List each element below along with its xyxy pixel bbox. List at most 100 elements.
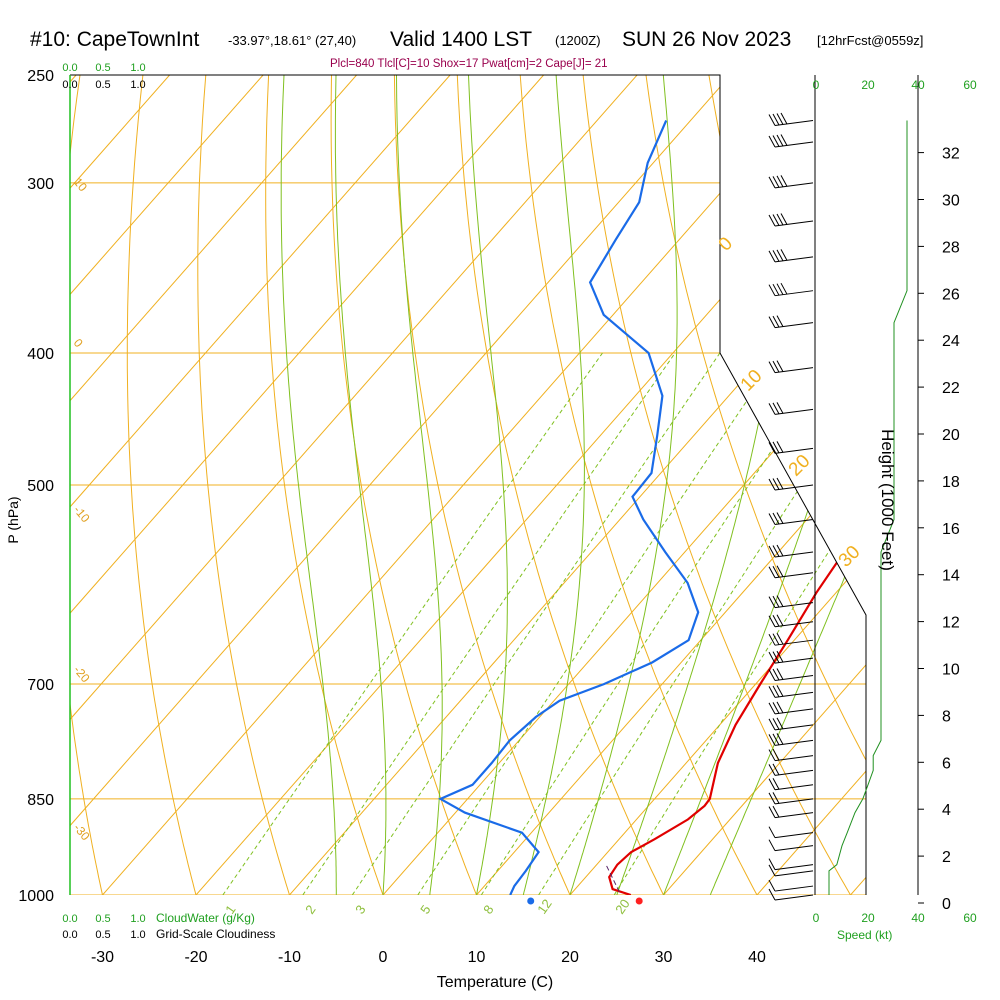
temperature-tick-label: 0 bbox=[379, 949, 388, 966]
wind-barb bbox=[774, 182, 814, 189]
height-tick-label: 28 bbox=[942, 239, 960, 256]
wind-barb-flag bbox=[768, 734, 776, 746]
cloudiness-bottom-tick: 0.5 bbox=[95, 929, 110, 941]
wind-barb-flag bbox=[776, 717, 784, 730]
wind-barb-flag bbox=[768, 792, 776, 805]
temperature-tick-label: -30 bbox=[91, 949, 114, 966]
wind-barb-flag bbox=[772, 135, 780, 147]
wind-barb-flag bbox=[776, 685, 784, 697]
moist-adiabat bbox=[280, 75, 337, 895]
pressure-tick-label: 250 bbox=[27, 68, 54, 85]
temperature-tick-label: -20 bbox=[184, 949, 207, 966]
title-coords: -33.97°,18.61° (27,40) bbox=[228, 33, 357, 48]
dry-adiabat bbox=[330, 75, 489, 895]
wind-barb bbox=[774, 256, 814, 263]
height-tick-label: 10 bbox=[942, 662, 960, 679]
height-tick-label: 22 bbox=[942, 380, 960, 397]
isotherm-line bbox=[70, 75, 731, 895]
mixing-ratio-line bbox=[417, 352, 780, 895]
pressure-tick-label: 700 bbox=[27, 677, 54, 694]
wind-barb-flag bbox=[768, 478, 776, 491]
height-tick-label: 4 bbox=[942, 802, 951, 819]
wind-barb-flag bbox=[780, 112, 788, 125]
wind-barb-flag bbox=[768, 114, 776, 126]
wind-barb bbox=[774, 739, 814, 746]
wind-barb-flag bbox=[780, 175, 788, 187]
wind-barb-flag bbox=[772, 718, 780, 730]
wind-barb-flag bbox=[780, 282, 788, 295]
dry-adiabat bbox=[265, 75, 394, 895]
wind-barb-flag bbox=[780, 134, 788, 146]
wind-barb-flag bbox=[776, 134, 784, 147]
wind-barb bbox=[774, 832, 814, 839]
isotherm-line bbox=[102, 75, 825, 895]
temperature-tick-label: 20 bbox=[561, 949, 579, 966]
wind-barb-flag bbox=[772, 778, 780, 790]
wind-barb-flag bbox=[772, 402, 780, 415]
wind-barb bbox=[774, 290, 814, 297]
title-forecast: [12hrFcst@0559z] bbox=[817, 33, 924, 48]
mixing-ratio-label: 12 bbox=[534, 896, 555, 916]
dry-adiabat bbox=[456, 75, 679, 895]
dry-adiabat bbox=[70, 75, 110, 895]
wind-barb-flag bbox=[768, 864, 776, 877]
speed-bottom-tick: 40 bbox=[911, 911, 925, 925]
wind-barb-flag bbox=[776, 402, 784, 414]
wind-barb-flag bbox=[768, 214, 776, 227]
wind-barb-flag bbox=[772, 315, 780, 328]
moist-adiabat bbox=[468, 75, 508, 895]
height-tick-label: 30 bbox=[942, 193, 960, 210]
wind-barb bbox=[774, 484, 814, 491]
moist-adiabat bbox=[569, 75, 678, 895]
height-tick-label: 6 bbox=[942, 755, 951, 772]
cloudwater-top-tick: 0.0 bbox=[62, 62, 77, 74]
wind-barb-flag bbox=[768, 858, 776, 870]
height-tick-label: 14 bbox=[942, 568, 960, 585]
wind-barb-flag bbox=[768, 403, 776, 415]
wind-speed-profile bbox=[828, 120, 908, 895]
moist-adiabat bbox=[396, 75, 443, 895]
wind-barb bbox=[774, 691, 814, 698]
isotherm-label: -10 bbox=[71, 503, 93, 526]
wind-barb-flag bbox=[772, 702, 780, 714]
wind-barb-flag bbox=[768, 513, 776, 525]
wind-barb-flag bbox=[772, 763, 780, 776]
wind-barb-flag bbox=[768, 596, 776, 608]
wind-barb-flag bbox=[780, 249, 788, 261]
wind-barb bbox=[774, 675, 814, 682]
isotherm-line bbox=[70, 75, 638, 895]
wind-barb-flag bbox=[776, 315, 784, 327]
isotherm-label: 10 bbox=[71, 175, 91, 194]
wind-barb-flag bbox=[776, 441, 784, 453]
height-tick-label: 0 bbox=[942, 896, 951, 913]
wind-barb-flag bbox=[772, 733, 780, 746]
wind-barb bbox=[774, 639, 814, 646]
isotherm-label: 0 bbox=[71, 336, 86, 350]
wind-barb-flag bbox=[768, 316, 776, 328]
height-tick-label: 32 bbox=[942, 146, 960, 163]
wind-barb bbox=[774, 322, 814, 329]
wind-barb bbox=[774, 518, 814, 525]
dry-adiabat bbox=[0, 51, 21, 924]
wind-barb-flag bbox=[772, 668, 780, 681]
wind-barb-flag bbox=[776, 701, 784, 714]
wind-barb-flag bbox=[772, 595, 780, 608]
wind-barb-flag bbox=[772, 176, 780, 188]
temperature-tick-label: 40 bbox=[748, 949, 766, 966]
isotherm-line bbox=[70, 75, 357, 895]
surface-temperature-marker bbox=[635, 897, 643, 905]
wind-barb bbox=[774, 845, 814, 852]
cloudwater-top-tick: 0.5 bbox=[95, 62, 110, 74]
wind-barb-flag bbox=[772, 792, 780, 804]
wind-barb-flag bbox=[776, 175, 784, 188]
wind-barb bbox=[774, 572, 814, 579]
wind-barb-flag bbox=[768, 806, 776, 818]
wind-barb-flag bbox=[768, 888, 776, 901]
wind-barb bbox=[774, 870, 814, 877]
chart-title: #10: CapeTownInt -33.97°,18.61° (27,40) … bbox=[0, 24, 1000, 60]
dry-adiabat bbox=[197, 75, 300, 895]
wind-barb-flag bbox=[768, 702, 776, 715]
cloudiness-top-tick: 0.5 bbox=[95, 79, 110, 91]
wind-barb bbox=[774, 784, 814, 791]
isotherm-line bbox=[382, 75, 866, 895]
